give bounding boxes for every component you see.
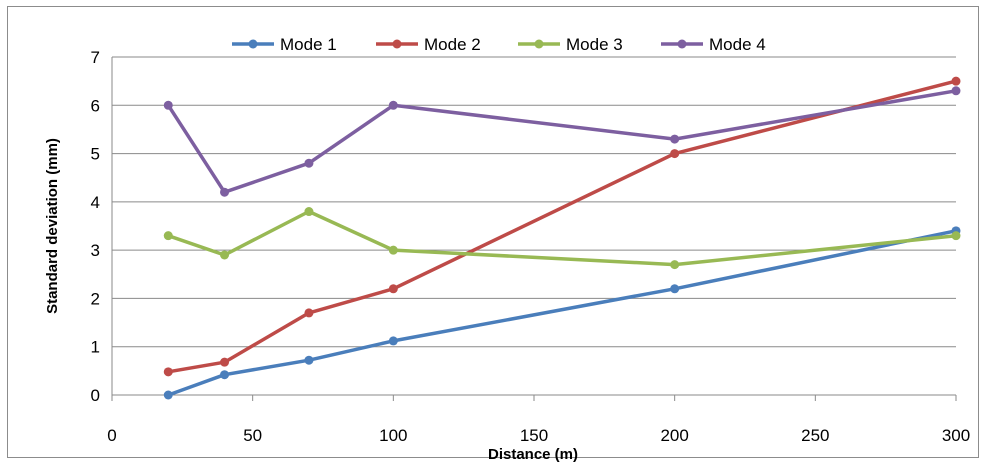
legend-marker-mode-1 bbox=[248, 39, 258, 49]
data-point-mode-4 bbox=[220, 187, 230, 197]
data-point-mode-4 bbox=[304, 158, 314, 168]
data-point-mode-2 bbox=[951, 76, 961, 86]
x-tick-label: 150 bbox=[520, 426, 548, 445]
x-tick-label: 250 bbox=[801, 426, 829, 445]
data-point-mode-3 bbox=[670, 260, 680, 270]
data-point-mode-2 bbox=[670, 149, 680, 159]
legend-label-mode-1: Mode 1 bbox=[280, 35, 337, 54]
x-tick-label: 0 bbox=[107, 426, 116, 445]
data-point-mode-4 bbox=[388, 100, 398, 110]
y-tick-label: 3 bbox=[91, 241, 100, 260]
series-line-mode-3 bbox=[166, 209, 958, 267]
data-point-mode-2 bbox=[304, 308, 314, 318]
y-tick-label: 1 bbox=[91, 338, 100, 357]
y-tick-label: 2 bbox=[91, 289, 100, 308]
data-point-mode-2 bbox=[220, 357, 230, 367]
data-point-mode-3 bbox=[163, 231, 173, 241]
legend-marker-mode-4 bbox=[677, 39, 687, 49]
x-tick-label: 100 bbox=[379, 426, 407, 445]
data-point-mode-1 bbox=[304, 355, 314, 365]
series-line-mode-1 bbox=[166, 229, 958, 397]
data-point-mode-1 bbox=[220, 370, 230, 380]
axes: 0 1 2 3 4 5 6 7 0 50 100 150 200 250 300 bbox=[91, 48, 971, 445]
gridlines bbox=[112, 56, 956, 348]
x-tick-label: 200 bbox=[660, 426, 688, 445]
data-point-mode-1 bbox=[670, 284, 680, 294]
data-point-mode-1 bbox=[163, 390, 173, 400]
data-point-mode-2 bbox=[388, 284, 398, 294]
data-point-mode-4 bbox=[951, 86, 961, 96]
legend-label-mode-2: Mode 2 bbox=[424, 35, 481, 54]
data-point-mode-3 bbox=[388, 245, 398, 255]
series-line-mode-2 bbox=[166, 79, 958, 374]
data-point-mode-3 bbox=[951, 231, 961, 241]
data-point-mode-4 bbox=[163, 100, 173, 110]
x-axis-title: Distance (m) bbox=[488, 446, 578, 463]
legend-marker-mode-3 bbox=[534, 39, 544, 49]
y-tick-label: 7 bbox=[91, 48, 100, 67]
legend-label-mode-4: Mode 4 bbox=[709, 35, 766, 54]
y-tick-label: 6 bbox=[91, 96, 100, 115]
y-tick-label: 0 bbox=[91, 386, 100, 405]
legend-label-mode-3: Mode 3 bbox=[566, 35, 623, 54]
x-tick-label: 300 bbox=[942, 426, 970, 445]
data-point-mode-2 bbox=[163, 367, 173, 377]
y-tick-label: 5 bbox=[91, 145, 100, 164]
y-axis-title: Standard deviation (mm) bbox=[44, 138, 61, 314]
data-point-mode-3 bbox=[304, 207, 314, 217]
data-point-mode-1 bbox=[388, 336, 398, 346]
data-point-mode-3 bbox=[220, 250, 230, 260]
series-lines bbox=[163, 76, 961, 400]
data-point-mode-4 bbox=[670, 134, 680, 144]
legend: Mode 1 Mode 2 Mode 3 Mode 4 bbox=[232, 35, 766, 54]
x-tick-label: 50 bbox=[243, 426, 262, 445]
series-line-mode-4 bbox=[166, 89, 958, 194]
y-tick-label: 4 bbox=[91, 193, 100, 212]
legend-marker-mode-2 bbox=[392, 39, 402, 49]
